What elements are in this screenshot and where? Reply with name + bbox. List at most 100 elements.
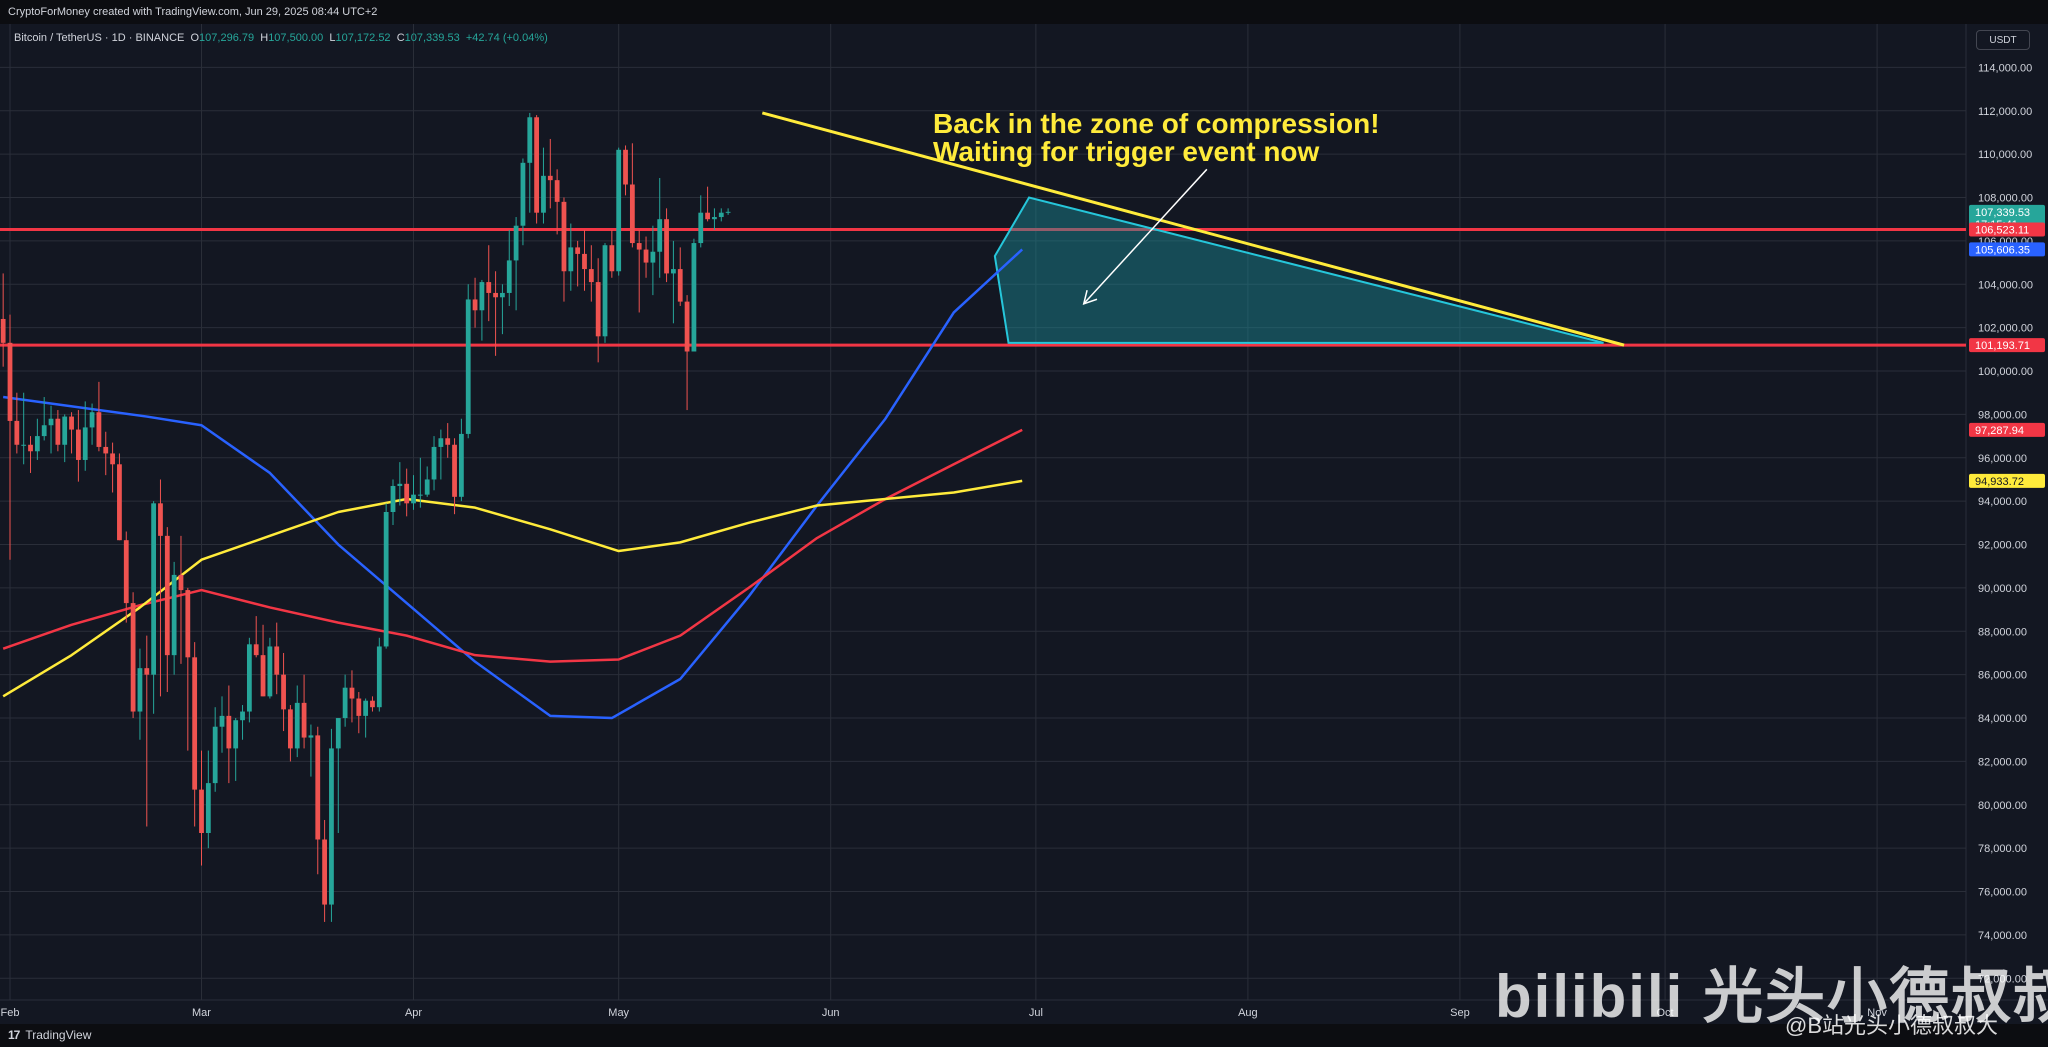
close-value: 107,339.53 bbox=[404, 32, 460, 44]
chart-svg[interactable]: 72,000.00 74,000.00 76,000.00 78,000.00 80,0… bbox=[0, 24, 2048, 1024]
symbol-name[interactable]: Bitcoin / TetherUS · 1D · BINANCE bbox=[14, 32, 185, 44]
candle-body bbox=[684, 301, 690, 352]
chart-annotation: Back in the zone of compression! Waiting… bbox=[933, 110, 1380, 166]
candle bbox=[404, 468, 410, 517]
x-tick-label: Jul bbox=[1029, 1007, 1043, 1019]
candle-body bbox=[185, 590, 191, 658]
candle-body bbox=[260, 655, 266, 697]
candle bbox=[62, 414, 68, 463]
candle bbox=[664, 208, 669, 283]
candle bbox=[417, 457, 423, 508]
tradingview-brand[interactable]: 17 TradingView bbox=[8, 1028, 91, 1042]
candle-body bbox=[212, 726, 218, 784]
candle-body bbox=[356, 698, 362, 716]
candle-body bbox=[383, 512, 389, 647]
y-tick-label: 72,000.00 bbox=[1978, 973, 2027, 985]
candle bbox=[301, 674, 307, 749]
candle bbox=[315, 726, 321, 875]
price-label-bg bbox=[1969, 222, 2045, 237]
candle bbox=[643, 236, 649, 278]
candle-body bbox=[417, 494, 423, 496]
x-tick-label: Feb bbox=[1, 1007, 20, 1019]
candle bbox=[561, 197, 567, 302]
x-tick-label: Nov bbox=[1867, 1007, 1887, 1019]
candle-body bbox=[110, 453, 115, 465]
candle-body bbox=[513, 225, 519, 261]
candle bbox=[335, 718, 341, 833]
candle bbox=[267, 637, 273, 699]
candle-body bbox=[253, 644, 259, 656]
candle bbox=[274, 622, 280, 695]
candle bbox=[383, 503, 389, 649]
price-label: 97,287.94 bbox=[1969, 422, 2045, 437]
candle bbox=[534, 115, 540, 224]
candle-body bbox=[486, 282, 492, 293]
candle-body bbox=[151, 503, 157, 675]
candle-body bbox=[82, 427, 88, 460]
candle-body bbox=[554, 180, 560, 202]
candle bbox=[575, 240, 581, 287]
candle-body bbox=[595, 282, 601, 337]
y-tick-label: 104,000.00 bbox=[1978, 279, 2033, 291]
annotation-arrow-shaft bbox=[1083, 168, 1208, 305]
candle-body bbox=[547, 175, 553, 181]
moving-average-1 bbox=[2, 248, 1024, 720]
price-label: 94,933.72 bbox=[1969, 473, 2045, 488]
candle-body bbox=[69, 416, 74, 430]
y-tick-label: 102,000.00 bbox=[1978, 323, 2033, 335]
high-value: 107,500.00 bbox=[268, 32, 324, 44]
candle bbox=[199, 750, 204, 866]
candle bbox=[164, 527, 170, 693]
candle bbox=[718, 208, 724, 222]
x-tick-label: Sep bbox=[1450, 1007, 1470, 1019]
candle bbox=[370, 696, 375, 712]
currency-button[interactable]: USDT bbox=[1976, 30, 2030, 50]
annotation-line-1: Back in the zone of compression! bbox=[933, 108, 1380, 139]
y-tick-label: 98,000.00 bbox=[1978, 409, 2027, 421]
y-tick-label: 88,000.00 bbox=[1978, 626, 2027, 638]
price-label-bg bbox=[1969, 473, 2045, 488]
price-label-text: 105,606.35 bbox=[1975, 244, 2030, 256]
candle bbox=[308, 724, 314, 777]
candle-body bbox=[164, 535, 170, 656]
candle-body bbox=[274, 646, 280, 675]
candle-body bbox=[390, 485, 396, 512]
candle-body bbox=[520, 162, 526, 226]
candle-body bbox=[144, 668, 150, 675]
candle bbox=[219, 696, 225, 753]
candle bbox=[629, 143, 635, 248]
candle bbox=[117, 453, 122, 541]
candle bbox=[233, 718, 239, 781]
price-label-text: 107,339.53 bbox=[1975, 207, 2030, 219]
candle bbox=[123, 531, 129, 623]
candle-body bbox=[602, 245, 608, 337]
candle bbox=[260, 624, 266, 697]
candle-body bbox=[629, 184, 635, 244]
candle-body bbox=[48, 418, 54, 426]
candle bbox=[411, 475, 416, 510]
candle-body bbox=[458, 433, 464, 497]
price-label-text: 94,933.72 bbox=[1975, 476, 2024, 488]
price-label-bg bbox=[1969, 242, 2045, 257]
candle bbox=[684, 295, 690, 411]
candle-body bbox=[609, 245, 615, 272]
candle-body bbox=[21, 444, 27, 446]
candle bbox=[246, 637, 252, 723]
candle bbox=[21, 392, 27, 465]
candle-body bbox=[424, 479, 430, 495]
price-label-bg bbox=[1969, 422, 2045, 437]
y-tick-label: 96,000.00 bbox=[1978, 453, 2027, 465]
candle-body bbox=[636, 243, 642, 250]
candle bbox=[493, 271, 498, 356]
candle-body bbox=[335, 718, 341, 749]
candle-body bbox=[7, 342, 13, 421]
grid-lines bbox=[0, 24, 1966, 1000]
candle-body bbox=[123, 540, 129, 604]
candle bbox=[506, 230, 512, 306]
candle-body bbox=[650, 251, 656, 263]
candle-body bbox=[363, 700, 369, 716]
candle-body bbox=[705, 212, 710, 220]
chart-area[interactable]: 72,000.00 74,000.00 76,000.00 78,000.00 80,0… bbox=[0, 24, 2048, 1024]
candle-body bbox=[14, 420, 20, 445]
x-tick-label: May bbox=[608, 1007, 629, 1019]
